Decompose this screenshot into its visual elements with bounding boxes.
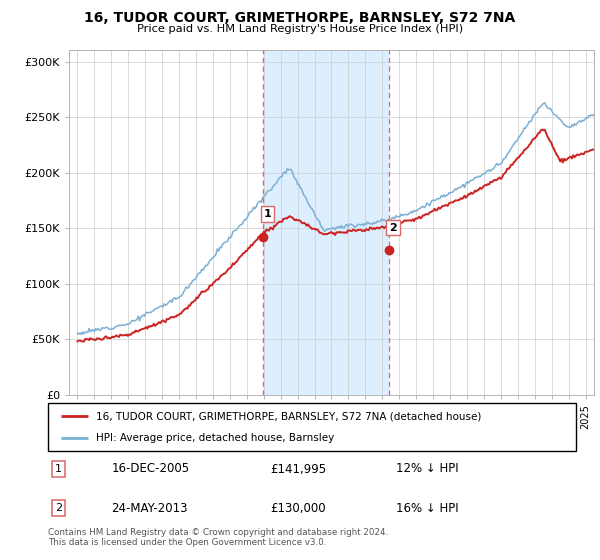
Text: 2: 2	[389, 222, 397, 232]
Text: Price paid vs. HM Land Registry's House Price Index (HPI): Price paid vs. HM Land Registry's House …	[137, 24, 463, 34]
Text: 16% ↓ HPI: 16% ↓ HPI	[397, 502, 459, 515]
Text: HPI: Average price, detached house, Barnsley: HPI: Average price, detached house, Barn…	[95, 433, 334, 443]
Text: £141,995: £141,995	[270, 463, 326, 475]
Text: 24-MAY-2013: 24-MAY-2013	[112, 502, 188, 515]
Text: £130,000: £130,000	[270, 502, 325, 515]
Text: 16, TUDOR COURT, GRIMETHORPE, BARNSLEY, S72 7NA: 16, TUDOR COURT, GRIMETHORPE, BARNSLEY, …	[85, 11, 515, 25]
Text: 16, TUDOR COURT, GRIMETHORPE, BARNSLEY, S72 7NA (detached house): 16, TUDOR COURT, GRIMETHORPE, BARNSLEY, …	[95, 411, 481, 421]
Text: Contains HM Land Registry data © Crown copyright and database right 2024.
This d: Contains HM Land Registry data © Crown c…	[48, 528, 388, 547]
Text: 1: 1	[55, 464, 62, 474]
Text: 2: 2	[55, 503, 62, 513]
Text: 1: 1	[263, 209, 271, 220]
Text: 16-DEC-2005: 16-DEC-2005	[112, 463, 190, 475]
Text: 12% ↓ HPI: 12% ↓ HPI	[397, 463, 459, 475]
Bar	[263, 50, 389, 395]
